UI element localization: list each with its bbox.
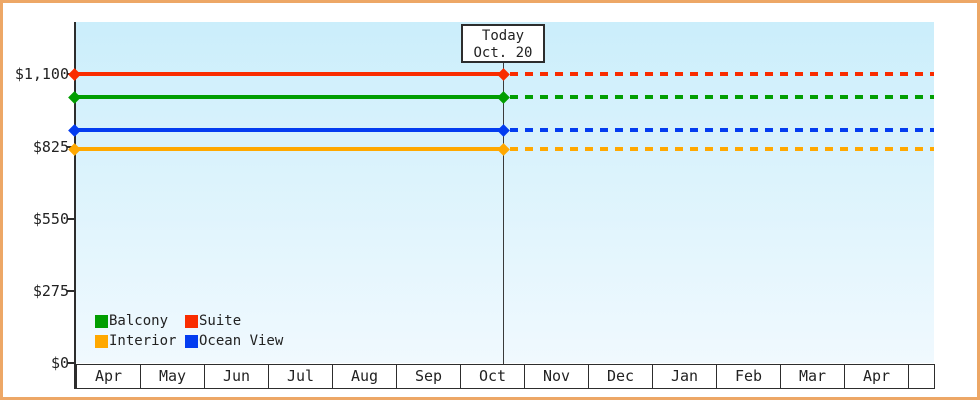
legend-label: Interior bbox=[109, 333, 177, 349]
y-axis-line bbox=[74, 22, 76, 389]
series-line-dashed-balcony bbox=[510, 94, 934, 99]
legend-swatch-icon bbox=[185, 314, 198, 328]
x-axis-month-cell: Nov bbox=[524, 364, 589, 389]
x-axis-month-cell: Oct bbox=[460, 364, 525, 389]
legend-item-interior: Interior bbox=[95, 331, 185, 351]
legend-swatch-icon bbox=[185, 334, 198, 348]
x-axis-month-cell: May bbox=[140, 364, 205, 389]
legend-label: Balcony bbox=[109, 313, 169, 329]
legend-swatch-icon bbox=[95, 314, 108, 328]
y-tick-label: $0 bbox=[50, 354, 69, 372]
x-axis-month-cell: Feb bbox=[716, 364, 781, 389]
y-tick-mark bbox=[67, 362, 74, 364]
y-tick-label: $550 bbox=[32, 209, 69, 228]
y-tick-label: $275 bbox=[32, 281, 69, 300]
x-axis-month-cell: Apr bbox=[76, 364, 141, 389]
x-axis-month-cell: Sep bbox=[396, 364, 461, 389]
y-tick-mark bbox=[67, 217, 74, 220]
series-line-solid-ocean-view bbox=[74, 127, 503, 132]
series-line-solid-balcony bbox=[74, 94, 503, 99]
series-line-dashed-interior bbox=[510, 147, 934, 152]
x-axis-month-cell: Dec bbox=[588, 364, 653, 389]
x-axis-month-cell: Jun bbox=[204, 364, 269, 389]
today-annotation-box: Today Oct. 20 bbox=[461, 24, 545, 63]
x-axis-month-cell: Mar bbox=[780, 364, 845, 389]
legend-item-ocean-view: Ocean View bbox=[185, 331, 283, 351]
x-axis-month-cell: Aug bbox=[332, 364, 397, 389]
legend-label: Suite bbox=[199, 313, 242, 329]
y-tick-mark bbox=[67, 289, 74, 292]
x-axis-month-cell: Jul bbox=[268, 364, 333, 389]
series-line-solid-interior bbox=[74, 147, 503, 152]
y-tick-label: $1,100 bbox=[14, 65, 69, 84]
legend-swatch-icon bbox=[95, 334, 108, 348]
y-tick-label: $825 bbox=[32, 137, 69, 156]
legend-item-balcony: Balcony bbox=[95, 311, 185, 331]
series-line-dashed-suite bbox=[510, 72, 934, 77]
today-label: Today bbox=[481, 28, 525, 44]
x-axis-month-cell: Apr bbox=[844, 364, 909, 389]
series-line-dashed-ocean-view bbox=[510, 127, 934, 132]
legend: Balcony Suite Interior Ocean View bbox=[95, 311, 283, 351]
today-date: Oct. 20 bbox=[473, 45, 533, 61]
legend-item-suite: Suite bbox=[185, 311, 283, 331]
legend-label: Ocean View bbox=[199, 333, 284, 349]
today-marker-line bbox=[503, 63, 504, 364]
series-line-solid-suite bbox=[74, 72, 503, 77]
x-axis-month-cell: Jan bbox=[652, 364, 717, 389]
x-axis-blank-cell bbox=[908, 364, 935, 389]
